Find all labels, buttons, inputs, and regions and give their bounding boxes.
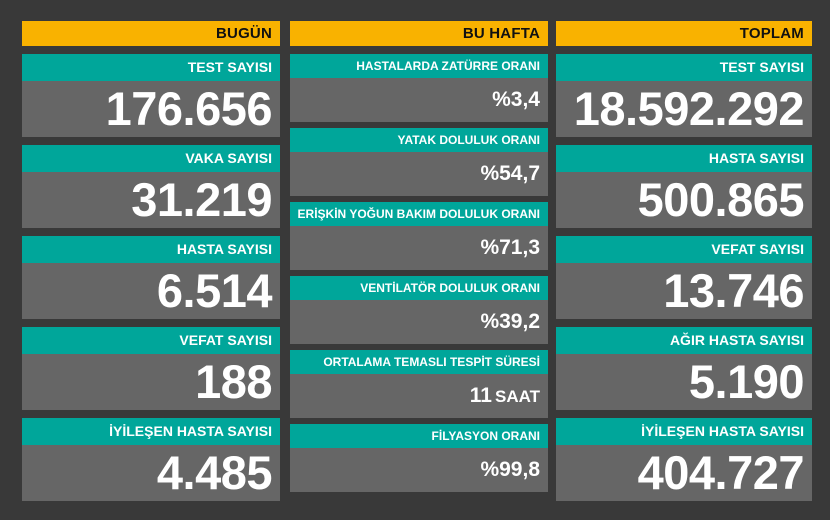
today-death-value: 188 <box>195 355 272 408</box>
percent-sign: % <box>480 162 500 185</box>
week-contact-value: 11 SAAT <box>290 374 548 419</box>
week-contact-label: ORTALAMA TEMASLI TESPİT SÜRESİ <box>290 350 548 374</box>
total-test-value: 18.592.292 <box>573 82 805 135</box>
today-patient-value: 6.514 <box>156 264 273 317</box>
today-test-value: 176.656 <box>105 82 273 135</box>
week-bed-card: YATAK DOLULUK ORANI %54,7 <box>290 128 548 196</box>
total-patient-card: HASTA SAYISI 500.865 <box>556 145 812 228</box>
week-bed-number: 54,7 <box>499 162 540 185</box>
total-severe-card: AĞIR HASTA SAYISI 5.190 <box>556 327 812 410</box>
week-pneumonia-card: HASTALARDA ZATÜRRE ORANI %3,4 <box>290 54 548 122</box>
total-test-label: TEST SAYISI <box>556 54 812 81</box>
total-recovered-card: İYİLEŞEN HASTA SAYISI 404.727 <box>556 418 812 501</box>
total-death-value: 13.746 <box>663 264 804 317</box>
total-header: TOPLAM <box>556 21 812 46</box>
week-ventilator-value: %39,2 <box>290 300 548 344</box>
today-recovered-card: İYİLEŞEN HASTA SAYISI 4.485 <box>22 418 280 501</box>
today-case-card: VAKA SAYISI 31.219 <box>22 145 280 228</box>
week-ventilator-number: 39,2 <box>499 310 540 333</box>
today-recovered-value: 4.485 <box>156 446 273 499</box>
total-death-label: VEFAT SAYISI <box>556 236 812 263</box>
total-column: TOPLAM TEST SAYISI 18.592.292 HASTA SAYI… <box>556 21 812 501</box>
week-filiation-number: 99,8 <box>499 458 540 481</box>
today-case-value: 31.219 <box>131 173 272 226</box>
week-contact-number: 11 <box>469 384 492 407</box>
week-icu-label: ERİŞKİN YOĞUN BAKIM DOLULUK ORANI <box>290 202 548 226</box>
week-ventilator-card: VENTİLATÖR DOLULUK ORANI %39,2 <box>290 276 548 344</box>
week-filiation-value: %99,8 <box>290 448 548 492</box>
today-case-label: VAKA SAYISI <box>22 145 280 172</box>
today-death-card: VEFAT SAYISI 188 <box>22 327 280 410</box>
today-column: BUGÜN TEST SAYISI 176.656 VAKA SAYISI 31… <box>22 21 280 501</box>
today-death-label: VEFAT SAYISI <box>22 327 280 354</box>
percent-sign: % <box>480 458 500 481</box>
today-header: BUGÜN <box>22 21 280 46</box>
week-filiation-label: FİLYASYON ORANI <box>290 424 548 448</box>
week-pneumonia-label: HASTALARDA ZATÜRRE ORANI <box>290 54 548 78</box>
week-bed-label: YATAK DOLULUK ORANI <box>290 128 548 152</box>
week-header: BU HAFTA <box>290 21 548 46</box>
week-contact-unit: SAAT <box>494 387 540 406</box>
total-patient-value: 500.865 <box>637 173 805 226</box>
today-patient-label: HASTA SAYISI <box>22 236 280 263</box>
today-patient-card: HASTA SAYISI 6.514 <box>22 236 280 319</box>
week-icu-value: %71,3 <box>290 226 548 270</box>
week-bed-value: %54,7 <box>290 152 548 196</box>
today-test-label: TEST SAYISI <box>22 54 280 81</box>
today-test-card: TEST SAYISI 176.656 <box>22 54 280 137</box>
week-icu-number: 71,3 <box>499 236 540 259</box>
week-pneumonia-number: 3,4 <box>510 88 540 111</box>
percent-sign: % <box>480 310 500 333</box>
total-recovered-value: 404.727 <box>637 446 805 499</box>
week-ventilator-label: VENTİLATÖR DOLULUK ORANI <box>290 276 548 300</box>
percent-sign: % <box>492 88 511 111</box>
week-filiation-card: FİLYASYON ORANI %99,8 <box>290 424 548 492</box>
week-column: BU HAFTA HASTALARDA ZATÜRRE ORANI %3,4 Y… <box>290 21 548 492</box>
week-icu-card: ERİŞKİN YOĞUN BAKIM DOLULUK ORANI %71,3 <box>290 202 548 270</box>
total-patient-label: HASTA SAYISI <box>556 145 812 172</box>
percent-sign: % <box>480 236 500 259</box>
total-recovered-label: İYİLEŞEN HASTA SAYISI <box>556 418 812 445</box>
today-recovered-label: İYİLEŞEN HASTA SAYISI <box>22 418 280 445</box>
total-severe-label: AĞIR HASTA SAYISI <box>556 327 812 354</box>
total-severe-value: 5.190 <box>688 355 805 408</box>
week-pneumonia-value: %3,4 <box>290 78 548 122</box>
total-death-card: VEFAT SAYISI 13.746 <box>556 236 812 319</box>
total-test-card: TEST SAYISI 18.592.292 <box>556 54 812 137</box>
week-contact-card: ORTALAMA TEMASLI TESPİT SÜRESİ 11 SAAT <box>290 350 548 418</box>
